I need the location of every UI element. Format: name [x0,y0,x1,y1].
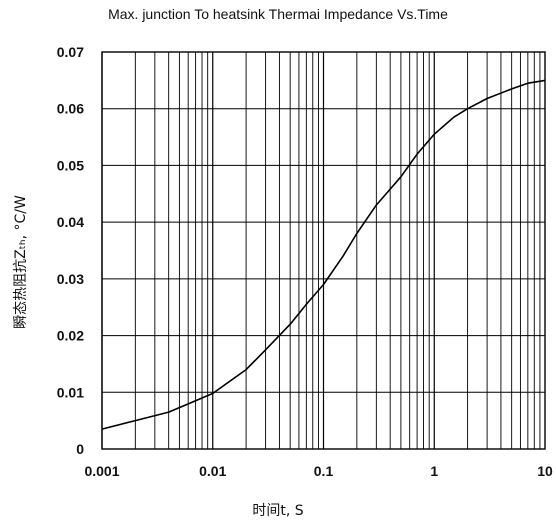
y-tick-label: 0.05 [57,157,84,173]
x-tick-label: 0.1 [314,463,334,479]
y-axis-label: 瞬态热阻抗Zₜₕ, °C/W [13,195,29,329]
chart-title: Max. junction To heatsink Thermai Impeda… [108,6,448,22]
y-tick-label: 0.07 [57,44,84,60]
y-tick-label: 0.02 [57,328,84,344]
series-line [101,79,546,430]
y-tick-label: 0 [76,441,84,457]
y-tick-label: 0.06 [57,101,84,117]
x-axis-label: 时间t, S [252,503,304,519]
x-tick-label: 0.001 [84,463,119,479]
x-tick-label: 10 [537,463,553,479]
x-tick-label: 1 [430,463,438,479]
x-tick-label: 0.01 [199,463,226,479]
y-tick-label: 0.04 [57,214,84,230]
y-tick-label: 0.01 [57,384,84,400]
plot-frame [101,51,546,450]
y-tick-label: 0.03 [57,271,84,287]
